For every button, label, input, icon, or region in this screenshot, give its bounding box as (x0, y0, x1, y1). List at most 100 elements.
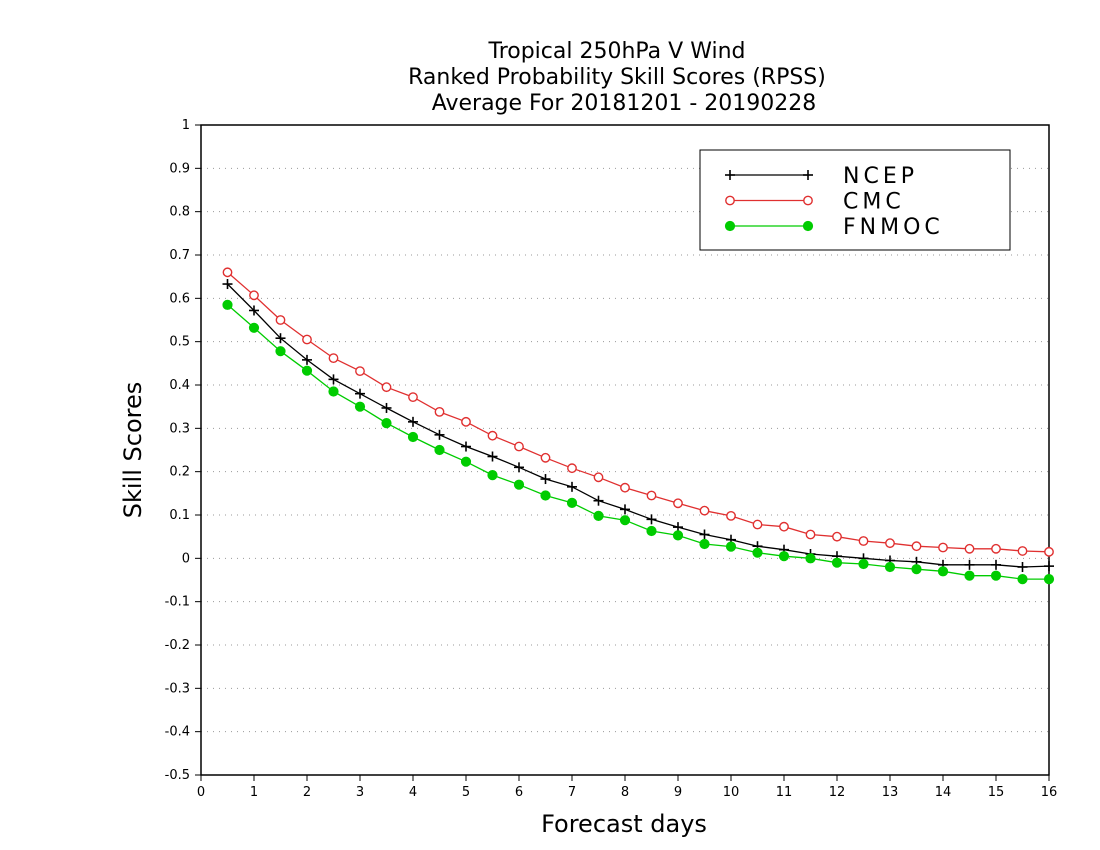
data-point-cmc (275, 315, 286, 325)
data-point-cmc (779, 521, 789, 532)
data-point-ncep (249, 305, 259, 316)
data-point-fnmoc (646, 525, 657, 537)
data-point-fnmoc (884, 561, 896, 573)
data-point-cmc (938, 542, 948, 553)
data-point-ncep (222, 279, 233, 290)
data-point-cmc (726, 510, 736, 521)
legend-marker-fnmoc (724, 220, 736, 232)
data-point-cmc (487, 430, 498, 441)
y-tick-label: 0.1 (169, 508, 190, 523)
data-point-ncep (991, 559, 1001, 570)
y-tick-label: 0.3 (169, 421, 190, 436)
series-cmc (222, 267, 1054, 557)
series-line-cmc (227, 271, 1050, 553)
y-tick-label: 0.9 (169, 161, 190, 176)
data-point-fnmoc (248, 322, 260, 333)
legend-item-cmc: CMC (725, 190, 901, 215)
data-point-cmc (1017, 546, 1028, 556)
axes: 1 0.9 0.8 0.7 0.6 0.5 0.4 0.3 0.2 0.1 0 -0.1 -0.2 -0.… (165, 118, 1058, 800)
data-point-fnmoc (540, 490, 551, 501)
data-point-fnmoc (725, 541, 737, 552)
chart-title-line-3: Average For 20181201 - 20190228 (432, 91, 817, 116)
data-point-fnmoc (434, 444, 445, 456)
series-fnmoc (222, 299, 1055, 585)
legend-marker-ncep (725, 170, 735, 180)
y-tick-label: -0.3 (165, 681, 190, 696)
data-point-ncep (567, 481, 577, 492)
series-line-ncep (227, 283, 1050, 568)
data-point-ncep (699, 529, 710, 540)
data-point-cmc (222, 267, 233, 278)
data-point-fnmoc (460, 456, 472, 467)
data-point-cmc (805, 529, 816, 540)
data-point-cmc (911, 541, 922, 552)
data-point-ncep (1044, 561, 1054, 572)
data-point-cmc (302, 334, 312, 345)
data-point-ncep (275, 333, 286, 344)
legend-marker-fnmoc (802, 220, 814, 232)
data-point-cmc (964, 543, 975, 554)
data-point-fnmoc (513, 479, 525, 490)
data-point-cmc (249, 290, 259, 301)
data-point-ncep (408, 416, 418, 427)
data-point-fnmoc (699, 538, 710, 550)
x-tick-label: 7 (568, 785, 576, 800)
data-series (222, 267, 1055, 585)
data-point-fnmoc (831, 557, 843, 568)
data-point-cmc (1044, 546, 1054, 557)
data-point-fnmoc (778, 551, 790, 562)
y-tick-label: 0.5 (169, 335, 190, 350)
data-point-cmc (673, 498, 683, 509)
x-tick-label: 13 (882, 785, 899, 800)
series-ncep (222, 279, 1054, 572)
data-point-ncep (1017, 562, 1028, 572)
legend-item-fnmoc: FNMOC (724, 215, 944, 240)
chart-title: Tropical 250hPa V Wind Ranked Probabilit… (408, 39, 826, 116)
data-point-fnmoc (964, 570, 975, 581)
data-point-cmc (699, 505, 710, 516)
data-point-fnmoc (672, 530, 684, 541)
series-line-fnmoc (227, 304, 1049, 580)
data-point-fnmoc (911, 564, 922, 575)
data-point-cmc (355, 366, 365, 377)
y-tick-label: -0.1 (165, 595, 190, 610)
x-tick-label: 9 (674, 785, 682, 800)
data-point-fnmoc (858, 558, 869, 570)
x-tick-label: 11 (776, 785, 793, 800)
legend-label-fnmoc: FNMOC (843, 215, 944, 240)
data-point-fnmoc (752, 547, 763, 558)
data-point-fnmoc (566, 497, 578, 508)
x-tick-label: 10 (723, 785, 740, 800)
data-point-cmc (381, 382, 392, 393)
data-point-ncep (620, 504, 630, 515)
legend-item-ncep: NCEP (725, 164, 918, 189)
data-point-fnmoc (1043, 574, 1055, 585)
x-tick-label: 6 (515, 785, 523, 800)
data-point-fnmoc (1017, 574, 1028, 585)
x-tick-label: 16 (1041, 785, 1058, 800)
data-point-cmc (408, 392, 418, 403)
data-point-ncep (540, 474, 551, 485)
data-point-cmc (593, 472, 604, 483)
data-point-fnmoc (487, 470, 498, 481)
chart-title-line-1: Tropical 250hPa V Wind (487, 39, 745, 64)
data-point-cmc (567, 463, 577, 474)
data-point-fnmoc (222, 299, 233, 310)
data-point-fnmoc (328, 386, 339, 397)
plot-frame (200, 124, 1050, 776)
data-point-ncep (487, 451, 498, 462)
data-point-ncep (964, 559, 975, 570)
x-tick-label: 5 (462, 785, 470, 800)
data-point-fnmoc (619, 515, 631, 526)
chart-title-line-2: Ranked Probability Skill Scores (RPSS) (408, 65, 826, 90)
y-tick-label: 1 (182, 118, 190, 133)
y-tick-label: 0.8 (169, 205, 190, 220)
data-point-cmc (646, 490, 657, 501)
x-axis-label: Forecast days (541, 810, 707, 838)
x-tick-label: 14 (935, 785, 952, 800)
data-point-cmc (434, 406, 445, 417)
data-point-fnmoc (990, 570, 1002, 581)
data-point-ncep (328, 374, 339, 385)
legend-label-ncep: NCEP (843, 164, 918, 189)
